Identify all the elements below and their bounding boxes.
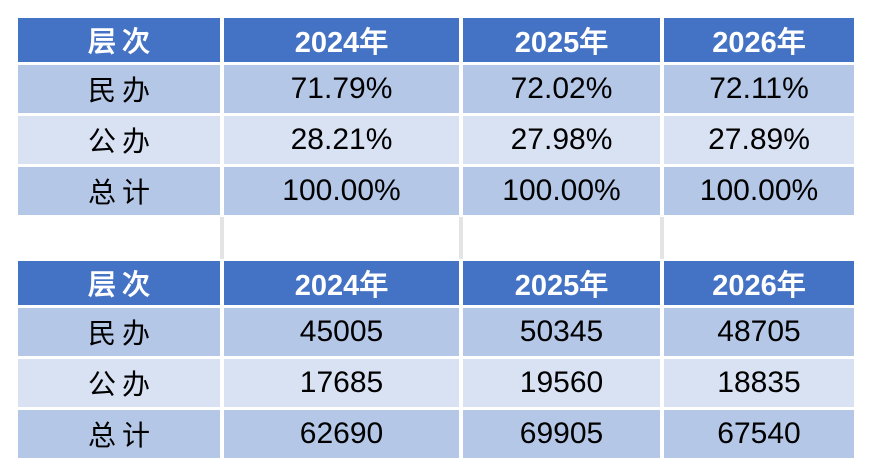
tables-grid: 层次 2024年 2025年 2026年 民办 71.79% 72.02% 72… — [18, 18, 854, 458]
table2-header-level: 层次 — [18, 261, 220, 305]
table1-header-level: 层次 — [18, 18, 220, 62]
table2-total-2025: 69905 — [463, 410, 660, 458]
table1-row-label-total: 总计 — [18, 167, 220, 215]
table1-header-year-2024: 2024年 — [224, 18, 459, 62]
table1-private-2025: 72.02% — [463, 65, 660, 113]
table1-private-2026: 72.11% — [664, 65, 854, 113]
spacer-cell — [664, 218, 854, 258]
table2-header-year-2025: 2025年 — [463, 261, 660, 305]
table2-row-label-private: 民办 — [18, 308, 220, 356]
table1-total-2025: 100.00% — [463, 167, 660, 215]
table2-private-2024: 45005 — [224, 308, 459, 356]
spacer-cell — [224, 217, 463, 259]
table1-public-2025: 27.98% — [463, 116, 660, 164]
table1-header-year-2025: 2025年 — [463, 18, 660, 62]
table2-row-label-total: 总计 — [18, 410, 220, 458]
table1-public-2026: 27.89% — [664, 116, 854, 164]
spacer-cell — [18, 217, 224, 259]
table2-public-2026: 18835 — [664, 359, 854, 407]
table1-public-2024: 28.21% — [224, 116, 459, 164]
table2-public-2025: 19560 — [463, 359, 660, 407]
table2-total-2024: 62690 — [224, 410, 459, 458]
table2-public-2024: 17685 — [224, 359, 459, 407]
table1-row-label-private: 民办 — [18, 65, 220, 113]
table2-private-2026: 48705 — [664, 308, 854, 356]
table1-total-2026: 100.00% — [664, 167, 854, 215]
table2-private-2025: 50345 — [463, 308, 660, 356]
table2-total-2026: 67540 — [664, 410, 854, 458]
table2-header-year-2026: 2026年 — [664, 261, 854, 305]
table1-header-year-2026: 2026年 — [664, 18, 854, 62]
table1-row-label-public: 公办 — [18, 116, 220, 164]
spacer-cell — [463, 217, 664, 259]
table1-private-2024: 71.79% — [224, 65, 459, 113]
table2-row-label-public: 公办 — [18, 359, 220, 407]
table1-total-2024: 100.00% — [224, 167, 459, 215]
table2-header-year-2024: 2024年 — [224, 261, 459, 305]
